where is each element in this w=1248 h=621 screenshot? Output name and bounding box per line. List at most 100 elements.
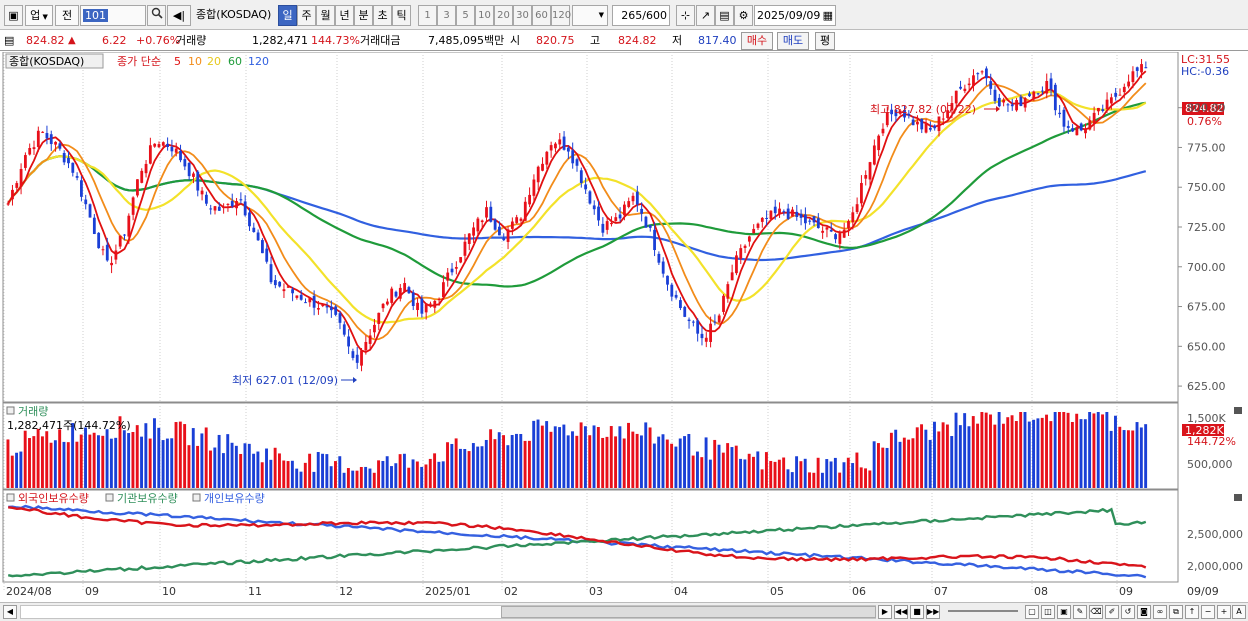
scroll-left-icon[interactable]: ◀	[3, 605, 17, 619]
candlesticks	[6, 59, 1148, 372]
volume-bar	[1027, 421, 1031, 488]
period-tab-1[interactable]: 주	[297, 5, 316, 26]
link-icon[interactable]: ∞	[1153, 605, 1167, 619]
candle-body	[739, 248, 743, 259]
volume-bar	[114, 437, 118, 488]
scroll-thumb[interactable]	[501, 606, 876, 618]
market-select[interactable]: 업 ▼	[25, 5, 53, 26]
interval-button-60[interactable]: 60	[532, 5, 551, 26]
candle-body	[157, 144, 161, 148]
copy-icon[interactable]: ⧉	[1169, 605, 1183, 619]
code-input[interactable]: 101	[80, 5, 146, 26]
zoom-out-icon[interactable]: −	[1201, 605, 1215, 619]
period-tab-0[interactable]: 일	[278, 5, 297, 26]
info-icon[interactable]: ▤	[4, 34, 15, 47]
sell-button[interactable]: 매도	[777, 32, 809, 50]
ma20-label[interactable]: 20	[207, 55, 221, 68]
period-tab-4[interactable]: 분	[354, 5, 373, 26]
layout-icon[interactable]: ▢	[1025, 605, 1039, 619]
stock-chart[interactable]: 종합(KOSDAQ) 종가 단순 5 10 20 60 120 LC:31.55…	[0, 52, 1248, 602]
holdings-tick-2500000: 2,500,000	[1187, 528, 1243, 541]
candle-body	[407, 287, 411, 294]
candle-body	[752, 228, 756, 234]
interval-button-120[interactable]: 120	[551, 5, 571, 26]
scroll-track[interactable]	[20, 605, 876, 619]
crosshair-icon[interactable]: ⊹	[676, 5, 695, 26]
institution-holdings-label[interactable]: 기관보유수량	[117, 492, 178, 505]
volume-bar	[558, 427, 562, 488]
zoom-slider[interactable]	[948, 610, 1018, 612]
ma5-label[interactable]: 5	[174, 55, 181, 68]
window-icon[interactable]: ▣	[1057, 605, 1071, 619]
rewind-icon[interactable]: ◀◀	[894, 605, 908, 619]
amount-label: 거래대금	[360, 34, 401, 47]
gear-icon[interactable]: ⚙	[734, 5, 753, 26]
speaker-icon[interactable]: ◀|	[167, 5, 191, 26]
search-icon[interactable]	[147, 5, 166, 26]
volume-bar	[583, 426, 587, 488]
volume-bar	[898, 441, 902, 488]
candle-body	[528, 194, 531, 205]
stop-icon[interactable]: ■	[910, 605, 924, 619]
candle-body	[278, 281, 282, 287]
chart-window-icon[interactable]: ▣	[4, 5, 23, 26]
history-icon[interactable]: ↺	[1121, 605, 1135, 619]
date-label: 2025/01	[425, 585, 471, 598]
candle-body	[347, 336, 350, 347]
ma60-label[interactable]: 60	[228, 55, 242, 68]
save-icon[interactable]: ▤	[715, 5, 734, 26]
candle-body	[903, 109, 906, 118]
index-tag[interactable]: 종합(KOSDAQ)	[9, 55, 84, 68]
candle-body	[161, 142, 165, 146]
camera-icon[interactable]: ◙	[1137, 605, 1151, 619]
volume-bar	[950, 436, 954, 488]
plus-icon[interactable]: +	[1217, 605, 1231, 619]
candle-body	[972, 75, 975, 87]
interval-dropdown[interactable]: ▼	[572, 5, 608, 26]
scroll-right-icon[interactable]: ▶	[878, 605, 892, 619]
volume-bar	[1092, 413, 1096, 488]
evaluate-button[interactable]: 평	[815, 32, 835, 50]
candle-body	[610, 222, 613, 225]
candle-body	[485, 207, 488, 218]
chart-scrollbar[interactable]: ◀ ▶ ◀◀ ■ ▶▶ ▢ ◫ ▣ ✎ ⌫ ✐ ↺ ◙ ∞ ⧉ ↑ − + A	[0, 602, 1248, 621]
individual-holdings-label[interactable]: 개인보유수량	[204, 492, 265, 505]
calendar-icon[interactable]: ▦	[822, 9, 833, 22]
period-tab-6[interactable]: 틱	[392, 5, 411, 26]
volume-bar	[316, 452, 320, 488]
forward-icon[interactable]: ▶▶	[926, 605, 940, 619]
period-tab-3[interactable]: 년	[335, 5, 354, 26]
pencil-icon[interactable]: ✎	[1073, 605, 1087, 619]
marker-icon[interactable]: ✐	[1105, 605, 1119, 619]
zoom-in-icon[interactable]: ↑	[1185, 605, 1199, 619]
interval-button-30[interactable]: 30	[513, 5, 532, 26]
buy-button[interactable]: 매수	[741, 32, 773, 50]
ma120-label[interactable]: 120	[248, 55, 269, 68]
interval-button-10[interactable]: 10	[475, 5, 494, 26]
count-input[interactable]: 265/600	[612, 5, 670, 26]
foreign-holdings-label[interactable]: 외국인보유수량	[18, 492, 89, 505]
candle-body	[1006, 104, 1010, 106]
interval-button-1[interactable]: 1	[418, 5, 437, 26]
candle-body	[937, 116, 941, 132]
period-tab-2[interactable]: 월	[316, 5, 335, 26]
candle-body	[88, 204, 92, 218]
prev-button[interactable]: 전	[55, 5, 79, 26]
interval-button-5[interactable]: 5	[456, 5, 475, 26]
split-icon[interactable]: ◫	[1041, 605, 1055, 619]
volume-bar	[924, 429, 928, 488]
date-input[interactable]: 2025/09/09 ▦	[754, 5, 836, 26]
drawing-tool-icon[interactable]: ↗	[696, 5, 715, 26]
date-label: 07	[934, 585, 948, 598]
ma10-label[interactable]: 10	[188, 55, 202, 68]
period-tab-5[interactable]: 초	[373, 5, 392, 26]
eraser-icon[interactable]: ⌫	[1089, 605, 1103, 619]
volume-bar	[696, 451, 699, 488]
interval-button-20[interactable]: 20	[494, 5, 513, 26]
candle-body	[653, 229, 656, 251]
auto-scale-icon[interactable]: A	[1232, 605, 1246, 619]
candle-body	[747, 236, 751, 242]
volume-bar	[148, 438, 152, 488]
interval-button-3[interactable]: 3	[437, 5, 456, 26]
candle-body	[329, 306, 333, 311]
